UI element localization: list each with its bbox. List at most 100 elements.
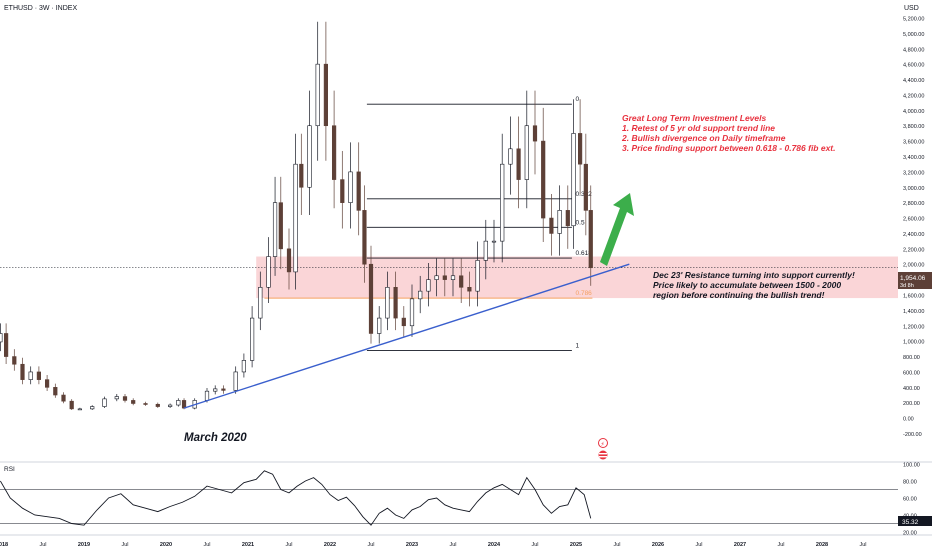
fib-level-label: 1 [576, 342, 580, 349]
price-axis-tick: 400.00 [903, 386, 920, 392]
support-trendline [183, 263, 630, 409]
candle-body [258, 287, 263, 319]
price-axis-tick: 1,000.00 [903, 340, 924, 346]
time-axis-tick: 2020 [160, 542, 172, 548]
time-axis-tick: 2028 [816, 542, 828, 548]
candle-body [44, 379, 50, 388]
time-axis-tick: Jul [695, 542, 702, 548]
fib-level-label: 0.5 [576, 219, 585, 226]
time-axis-tick: 2019 [78, 542, 90, 548]
candle-body [434, 275, 439, 280]
event-icons[interactable]: ⚡ [598, 438, 608, 460]
time-axis-tick: 2026 [652, 542, 664, 548]
time-axis-tick: 2021 [242, 542, 254, 548]
time-axis-tick: Jul [777, 542, 784, 548]
candle-body [102, 398, 107, 407]
price-axis-tick: 600.00 [903, 370, 920, 376]
candle-body [176, 400, 181, 406]
rsi-tag-value: 35.32 [902, 519, 919, 526]
price-axis-tick: 5,200.00 [903, 17, 924, 23]
candle-body [221, 388, 226, 391]
time-axis-tick: 2022 [324, 542, 336, 548]
symbol-title: ETHUSD · 3W · INDEX [4, 5, 77, 12]
candle-body [213, 388, 218, 392]
candle-body [143, 403, 148, 405]
price-axis-tick: 2,200.00 [903, 247, 924, 253]
candle-body [516, 148, 521, 180]
annotation-line: 3. Price finding support between 0.618 -… [622, 143, 836, 153]
current-price-tag: 1,954.06 3d 8h [898, 272, 932, 289]
annotation-investment-levels: Great Long Term Investment Levels 1. Ret… [621, 113, 836, 153]
trendline-layer [183, 263, 630, 409]
candle-body [557, 210, 562, 234]
price-tag-countdown: 3d 8h [900, 283, 914, 289]
candle-body [549, 217, 554, 234]
annotation-line: Price likely to accumulate between 1500 … [653, 280, 841, 290]
annotation-march-2020: March 2020 [184, 432, 247, 444]
rsi-axis-tick: 20.00 [903, 531, 917, 537]
candle-body [90, 406, 95, 410]
candle-body [293, 163, 298, 273]
candle-body [532, 125, 538, 142]
rsi-axis-tick: 60.00 [903, 497, 917, 503]
time-axis-tick: 2018 [0, 542, 8, 548]
lightning-event-icon[interactable] [598, 438, 608, 448]
price-axis-tick: 0.00 [903, 417, 914, 423]
candle-body [233, 371, 238, 391]
candle-body [331, 125, 337, 180]
candle-body [475, 260, 480, 292]
candle-body [362, 210, 367, 265]
candle-layer [0, 21, 593, 411]
candle-body [181, 400, 187, 409]
candle-body [77, 408, 82, 411]
price-axis-tick: 3,000.00 [903, 186, 924, 192]
candle-body [385, 287, 390, 319]
rsi-axis-tick: 100.00 [903, 463, 920, 469]
candle-body [418, 290, 423, 300]
candle-body [250, 317, 255, 361]
time-axis-tick: Jul [285, 542, 292, 548]
time-axis-tick: 2027 [734, 542, 746, 548]
candle-body [467, 287, 472, 292]
candle-body [409, 298, 415, 327]
price-axis-tick: 2,000.00 [903, 263, 924, 269]
time-axis-tick: Jul [121, 542, 128, 548]
flag-event-icon[interactable] [598, 450, 608, 460]
price-axis-tick: 5,000.00 [903, 32, 924, 38]
candle-body [69, 400, 74, 410]
annotation-resistance: Dec 23' Resistance turning into support … [653, 270, 855, 300]
candle-body [483, 240, 488, 261]
candle-body [286, 248, 292, 273]
candle-body [508, 148, 513, 165]
price-axis-tick: 800.00 [903, 355, 920, 361]
price-axis-tick: 4,000.00 [903, 109, 924, 115]
time-axis-tick: Jul [203, 542, 210, 548]
candle-body [241, 360, 247, 373]
time-axis-tick: 2023 [406, 542, 418, 548]
candle-body [168, 404, 173, 407]
price-axis-tick: 3,400.00 [903, 155, 924, 161]
price-axis-tick: 4,400.00 [903, 78, 924, 84]
time-axis-tick: Jul [859, 542, 866, 548]
candle-body [393, 287, 398, 319]
price-axis-tick: 2,400.00 [903, 232, 924, 238]
candle-body [583, 163, 588, 211]
candle-body [36, 371, 41, 380]
candle-body [323, 63, 329, 127]
candle-body [3, 333, 9, 357]
candle-body [122, 396, 128, 401]
price-axis-tick: 3,600.00 [903, 140, 924, 146]
axis-layer: 5,200.00 5,000.00 4,800.00 4,600.00 4,400.00… [0, 17, 932, 548]
candle-body [459, 275, 464, 288]
candle-body [368, 263, 374, 334]
price-axis-tick: -200.00 [903, 432, 922, 438]
price-axis-tick: 3,200.00 [903, 170, 924, 176]
price-axis-tick: 4,200.00 [903, 93, 924, 99]
candle-body [53, 387, 58, 396]
price-axis-tick: 200.00 [903, 401, 920, 407]
price-axis-tick: 1,400.00 [903, 309, 924, 315]
candle-body [204, 390, 210, 401]
candle-body [571, 133, 576, 227]
price-axis-tick: 1,600.00 [903, 294, 924, 300]
